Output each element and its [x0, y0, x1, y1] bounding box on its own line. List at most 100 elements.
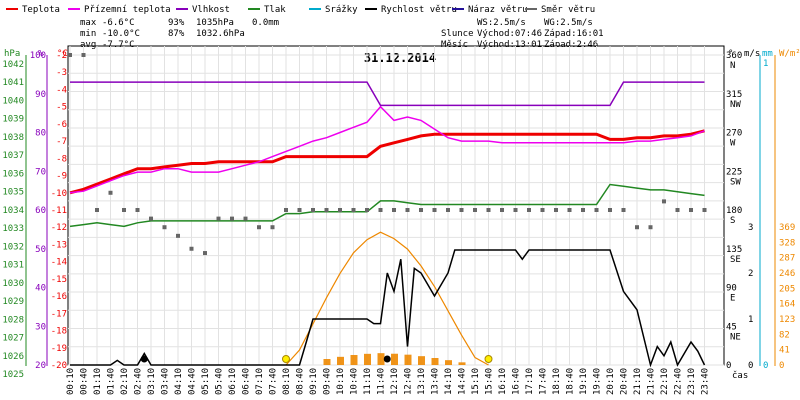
tick-hpa: 1028	[2, 315, 24, 325]
wind-dir-point	[608, 208, 612, 212]
tick-temp: -19	[51, 344, 67, 354]
wind-dir-point	[675, 208, 680, 212]
stat-sun-label: Slunce	[441, 29, 474, 39]
tick-dir: NE	[730, 332, 741, 342]
wind-dir-point	[270, 225, 275, 230]
tick-wm2: 41	[779, 346, 790, 356]
wind-dir-point	[405, 208, 410, 212]
tick-pct: 80	[35, 129, 46, 139]
stat-moonset: Západ:2:46	[544, 40, 598, 50]
sun-bar	[431, 358, 439, 365]
x-tick-label: 00:10	[66, 368, 76, 395]
stat-min-press: 1032.6hPa	[196, 29, 245, 39]
legend-label: Teplota	[22, 5, 60, 15]
wind-dir-point	[338, 208, 342, 212]
tick-pct: 50	[35, 245, 46, 255]
legend-label: Směr větru	[541, 5, 595, 15]
x-tick-label: 06:10	[228, 368, 238, 395]
x-tick-label: 16:40	[512, 368, 522, 395]
tick-hpa: 1027	[2, 334, 24, 344]
moonrise-marker	[383, 355, 391, 363]
sun-bar	[377, 353, 385, 365]
x-tick-label: 05:10	[201, 368, 211, 395]
tick-temp: -13	[51, 240, 67, 250]
x-tick-label: 11:40	[377, 368, 387, 395]
x-tick-label: 16:10	[498, 368, 508, 395]
sunrise-marker	[282, 355, 290, 363]
wind-dir-point	[324, 208, 329, 212]
wind-dir-point	[257, 225, 261, 230]
wind-dir-point	[311, 208, 315, 212]
x-tick-label: 11:10	[363, 368, 373, 395]
series-line-vlhkost	[70, 81, 705, 107]
tick-hpa: 1040	[2, 96, 24, 106]
tick-mm: 0	[763, 361, 768, 371]
x-tick-label: 23:10	[687, 368, 697, 395]
tick-temp: -5	[56, 103, 67, 113]
wind-dir-point	[95, 208, 99, 212]
tick-pct: 60	[35, 206, 46, 216]
tick-dir: SE	[730, 255, 741, 265]
sun-bar	[458, 362, 466, 365]
legend: Teplota Přízemní teplota Vlhkost Tlak Srážky…	[6, 5, 595, 15]
x-tick-label: 15:40	[485, 368, 495, 395]
x-tick-label: 08:10	[282, 368, 292, 395]
stat-min-label: min	[80, 29, 96, 39]
tick-deg: 315	[726, 90, 742, 100]
stat-max-rain: 0.0mm	[252, 18, 279, 28]
x-tick-label: 02:10	[120, 368, 130, 395]
tick-deg: 270	[726, 129, 742, 139]
x-tick-label: 19:40	[593, 368, 603, 395]
legend-label: Vlhkost	[192, 5, 230, 15]
tick-dir: N	[730, 61, 735, 71]
wind-dir-point	[284, 208, 288, 212]
tick-wm2: 82	[779, 330, 790, 340]
wind-dir-point	[108, 190, 113, 195]
wind-dir-point	[122, 208, 126, 212]
tick-ms: 1	[748, 315, 753, 325]
tick-hpa: 1033	[2, 224, 24, 234]
stat-avg-label: avg	[80, 40, 96, 50]
wind-dir-point	[581, 208, 585, 212]
stat-max-label: max	[80, 18, 97, 28]
stat-min-temp: -10.0°C	[102, 29, 140, 39]
tick-deg: 360	[726, 51, 742, 61]
stat-moon-label: Měsíc	[441, 40, 468, 50]
axis-unit-ms: m/s	[744, 49, 760, 59]
x-tick-label: 20:40	[620, 368, 630, 395]
tick-hpa: 1029	[2, 297, 24, 307]
stats-block: max -6.6°C 93% 1035hPa 0.0mm min -10.0°C 87% 103…	[80, 18, 604, 50]
tick-pct: 100	[30, 51, 46, 61]
tick-pct: 40	[35, 284, 46, 294]
x-tick-label: 18:40	[566, 368, 576, 395]
tick-hpa: 1032	[2, 242, 24, 252]
x-tick-label: 17:10	[525, 368, 535, 395]
x-tick-label: 00:40	[80, 368, 90, 395]
series-line-přízemní-teplota	[69, 105, 705, 194]
axes: hPa% °C ° m/s mm W/m²104210411040103910381037…	[2, 49, 800, 380]
tick-temp: -15	[51, 275, 67, 285]
tick-temp: -16	[51, 292, 67, 302]
tick-dir: NW	[730, 100, 741, 110]
wind-dir-point	[662, 199, 666, 204]
tick-ms: 2	[748, 269, 753, 279]
wind-dir-point	[432, 208, 437, 212]
x-tick-label: 18:10	[552, 368, 562, 395]
x-tick-label: 12:40	[404, 368, 414, 395]
sun-bar	[391, 353, 398, 365]
x-tick-label: 09:10	[309, 368, 319, 395]
x-tick-label: 17:40	[539, 368, 549, 395]
x-tick-label: 23:40	[701, 368, 711, 395]
x-tick-label: 20:10	[606, 368, 616, 395]
sun-bar	[445, 360, 452, 365]
x-tick-label: 07:10	[255, 368, 265, 395]
tick-hpa: 1038	[2, 133, 24, 143]
x-tick-label: 12:10	[390, 368, 400, 395]
axis-unit-pct: %	[38, 49, 44, 59]
sun-bar	[364, 353, 371, 365]
tick-temp: -12	[51, 223, 67, 233]
tick-deg: 45	[726, 322, 737, 332]
x-tick-label: 10:10	[336, 368, 346, 395]
sun-bar	[418, 356, 425, 365]
wind-dir-point	[243, 216, 248, 221]
